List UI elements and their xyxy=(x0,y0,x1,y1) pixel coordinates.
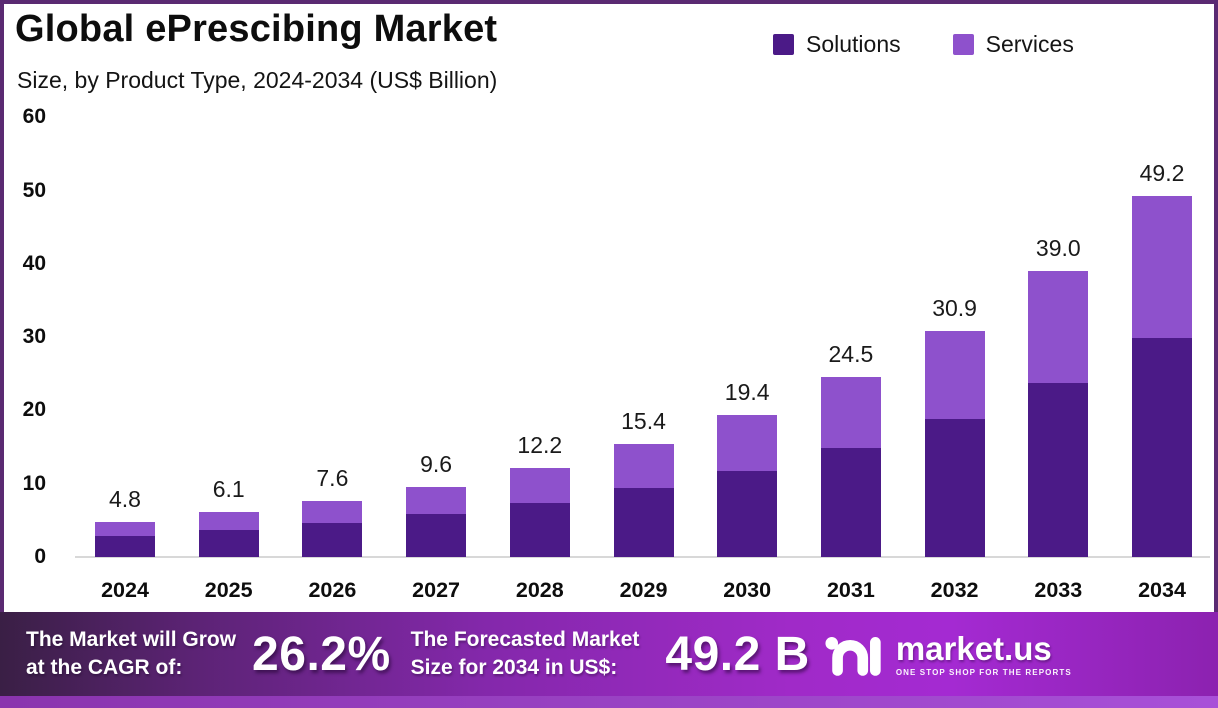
forecast-label-line2: Size for 2034 in US$: xyxy=(410,656,618,679)
bar-value-label: 19.4 xyxy=(724,378,770,405)
bottom-strip xyxy=(0,696,1218,708)
y-axis-tick-label: 10 xyxy=(22,471,46,495)
chart-title: Global ePrescibing Market xyxy=(15,8,498,50)
x-axis-label: 2024 xyxy=(101,578,149,602)
x-axis-label: 2034 xyxy=(1138,578,1186,602)
forecast-label: The Forecasted Market Size for 2034 in U… xyxy=(411,626,640,681)
bar-segment-services-2026 xyxy=(302,501,363,524)
bar-value-label: 30.9 xyxy=(932,294,977,321)
forecast-value: 49.2 B xyxy=(665,627,810,681)
bar-segment-services-2030 xyxy=(717,414,778,471)
bar-value-label: 49.2 xyxy=(1139,160,1185,187)
x-axis-line xyxy=(75,556,1210,558)
x-axis-label: 2027 xyxy=(412,578,461,602)
marketus-logo-icon xyxy=(824,630,886,678)
x-axis-label: 2030 xyxy=(723,578,772,602)
bottom-banner: The Market will Grow at the CAGR of: 26.… xyxy=(0,612,1218,696)
brand-block: market.us ONE STOP SHOP FOR THE REPORTS xyxy=(896,632,1072,677)
legend-label-solutions: Solutions xyxy=(806,31,901,57)
x-axis-label: 2025 xyxy=(204,578,253,602)
bar-value-label: 24.5 xyxy=(828,341,874,368)
bar-segment-solutions-2031 xyxy=(820,447,881,557)
bar-segment-services-2032 xyxy=(924,330,985,420)
bar-value-label: 39.0 xyxy=(1035,235,1081,262)
bar-segment-services-2029 xyxy=(613,444,674,489)
bar-value-label: 7.6 xyxy=(316,465,349,492)
legend: Solutions Services xyxy=(773,31,1074,58)
cagr-label-line1: The Market will Grow xyxy=(26,628,237,652)
bar-segment-solutions-2032 xyxy=(924,419,985,557)
y-axis-tick-label: 60 xyxy=(22,105,46,129)
bar-segment-solutions-2034 xyxy=(1132,337,1192,557)
y-axis-tick-label: 30 xyxy=(22,325,46,349)
y-axis-tick-label: 0 xyxy=(34,545,46,568)
chart-subtitle: Size, by Product Type, 2024-2034 (US$ Bi… xyxy=(17,67,498,93)
x-axis-label: 2033 xyxy=(1034,578,1083,602)
bar-segment-services-2034 xyxy=(1132,196,1192,338)
forecast-label-line1: The Forecasted Market xyxy=(410,628,640,652)
solutions-swatch-icon xyxy=(773,34,794,55)
cagr-label: The Market will Grow at the CAGR of: xyxy=(26,626,236,681)
legend-label-services: Services xyxy=(985,31,1074,57)
bar-value-label: 6.1 xyxy=(212,476,245,503)
bar-value-label: 12.2 xyxy=(517,431,563,458)
bar-segment-solutions-2024 xyxy=(95,535,155,557)
services-swatch-icon xyxy=(952,34,974,55)
bar-segment-solutions-2028 xyxy=(509,502,570,557)
bar-value-label: 9.6 xyxy=(420,450,453,477)
legend-item-solutions: Solutions xyxy=(773,31,901,58)
bar-segment-solutions-2030 xyxy=(717,470,778,557)
bar-segment-solutions-2033 xyxy=(1028,383,1089,557)
bar-value-label: 15.4 xyxy=(621,408,666,435)
bar-segment-solutions-2026 xyxy=(302,523,363,557)
x-axis-label: 2028 xyxy=(515,578,564,602)
y-axis-tick-label: 20 xyxy=(22,398,46,422)
brand-name: market.us xyxy=(895,629,1052,667)
x-axis-label: 2032 xyxy=(930,578,979,602)
bar-segment-services-2031 xyxy=(820,377,881,448)
x-axis-label: 2026 xyxy=(308,578,357,602)
x-axis-label: 2031 xyxy=(826,578,875,602)
bar-segment-solutions-2027 xyxy=(406,514,467,557)
y-axis-tick-label: 50 xyxy=(22,178,46,202)
bar-segment-services-2025 xyxy=(198,512,259,530)
legend-item-services: Services xyxy=(952,31,1074,58)
bar-segment-services-2028 xyxy=(509,467,570,503)
y-axis-tick-label: 40 xyxy=(22,251,46,275)
brand-tagline: ONE STOP SHOP FOR THE REPORTS xyxy=(895,667,1072,677)
bar-segment-services-2027 xyxy=(406,486,467,515)
bar-segment-services-2033 xyxy=(1028,271,1089,384)
cagr-label-line2: at the CAGR of: xyxy=(26,656,183,679)
bar-segment-solutions-2029 xyxy=(613,488,674,557)
x-axis-label: 2029 xyxy=(619,578,668,602)
bar-segment-solutions-2025 xyxy=(198,529,259,557)
bar-segment-services-2024 xyxy=(95,521,155,536)
cagr-value: 26.2% xyxy=(252,627,391,681)
bar-value-label: 4.8 xyxy=(109,485,141,512)
